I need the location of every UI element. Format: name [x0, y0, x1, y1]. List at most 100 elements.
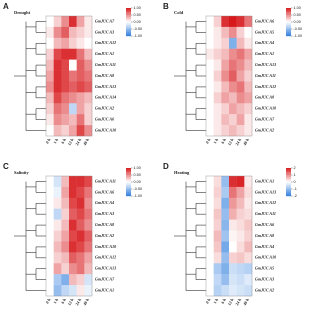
panel-title: Salinity [14, 170, 30, 175]
column-label: 6 h [220, 297, 227, 305]
row-label: GmJUC A4 [255, 40, 274, 45]
heatmap-cell [53, 92, 62, 104]
heatmap-cell [84, 176, 93, 188]
colorbar-tick-label: 1.00 [294, 6, 301, 10]
colorbar-segment [126, 177, 131, 180]
colorbar-segment [126, 23, 131, 25]
row-label: GmJUC A6 [95, 189, 114, 194]
row-label: GmJUC A12 [95, 40, 116, 45]
heatmap-cell [69, 59, 77, 71]
panel: A Drought GmJUC A7 GmJUC A3 GmJUC A12 GmJUC A… [3, 2, 142, 146]
column-label: 24 h [234, 137, 242, 146]
colorbar-segment [286, 20, 291, 23]
heatmap-cell [61, 197, 70, 209]
heatmap-cell [236, 81, 245, 93]
heatmap-cell [84, 274, 93, 286]
heatmap-cell [229, 219, 237, 231]
heatmap-cell [61, 92, 70, 104]
heatmap-cell [229, 114, 237, 126]
heatmap-cell [244, 219, 253, 231]
colorbar-tick-label: -1 [294, 187, 297, 191]
row-label: GmJUC A1 [95, 287, 114, 292]
colorbar-tick-label: 0.00 [134, 20, 141, 24]
colorbar-tick-label: 0.50 [294, 13, 301, 17]
row-label: GmJUC A11 [95, 178, 116, 183]
heatmap-cell [213, 197, 222, 209]
row-label: GmJUC A7 [95, 277, 115, 282]
heatmap-cell [221, 186, 230, 199]
heatmap-cell [69, 81, 77, 93]
heatmap-cell [69, 274, 77, 286]
heatmap-cell [206, 176, 214, 188]
colorbar-segment [126, 10, 131, 13]
heatmap-cell [229, 48, 237, 60]
heatmap-cell [244, 186, 253, 199]
colorbar-segment [126, 194, 131, 197]
colorbar-segment [286, 27, 291, 30]
heatmap-cell [221, 241, 230, 253]
colorbar-segment [126, 15, 131, 17]
heatmap-cell [53, 176, 62, 188]
heatmap-cell [244, 252, 253, 264]
heatmap-cell [229, 274, 237, 286]
heatmap-cell [206, 186, 214, 199]
heatmap-cell [236, 241, 245, 253]
heatmap-cell [46, 176, 54, 188]
heatmap-cell [61, 125, 70, 137]
colorbar-segment [286, 175, 291, 177]
heatmap-cell [221, 81, 230, 93]
heatmap-cell [236, 263, 245, 275]
heatmap-cell [213, 230, 222, 242]
heatmap-cell [244, 70, 253, 82]
heatmap-cell [213, 81, 222, 93]
heatmap-cell [53, 274, 62, 286]
heatmap-cell [84, 285, 93, 297]
heatmap-cell [53, 70, 62, 82]
colorbar-segment [126, 8, 131, 10]
colorbar-segment [286, 184, 291, 187]
row-label: GmJUC A2 [95, 233, 114, 238]
heatmap-cell [221, 197, 230, 209]
panel-title: Drought [14, 10, 31, 15]
colorbar-segment [286, 182, 291, 184]
colorbar-tick-label: 0.50 [134, 13, 141, 17]
heatmap-cell [244, 197, 253, 209]
colorbar-segment [286, 176, 291, 178]
heatmap-cell [244, 16, 253, 28]
colorbar-tick-label: 1.00 [134, 6, 141, 10]
column-label: 6 h [220, 137, 227, 145]
row-label: GmJUC A13 [95, 266, 116, 271]
heatmap-cell [244, 59, 253, 71]
colorbar-segment [126, 183, 131, 185]
column-label: 12 h [67, 137, 75, 146]
colorbar-segment [286, 23, 291, 25]
heatmap-cell [76, 186, 85, 199]
colorbar-segment [126, 190, 131, 192]
colorbar-segment [286, 173, 291, 176]
heatmap-cell [229, 103, 237, 115]
heatmap-cell [46, 241, 54, 253]
row-label: GmJUC A1 [255, 178, 274, 183]
row-label: GmJUC A8 [95, 222, 114, 227]
heatmap-cell [206, 59, 214, 71]
heatmap-cell [61, 26, 70, 39]
panel-title: Cold [174, 10, 184, 15]
heatmap-cell [221, 16, 230, 28]
colorbar-tick-label: -0.50 [134, 27, 143, 31]
colorbar-segment [286, 187, 291, 190]
heatmap-cell [206, 70, 214, 82]
row-label: GmJUC A10 [95, 127, 116, 132]
heatmap-cell [84, 186, 93, 199]
row-label: GmJUC A3 [95, 29, 114, 34]
heatmap-cell [69, 26, 77, 39]
heatmap-cell [76, 241, 85, 253]
column-label: 48 h [242, 137, 250, 146]
column-label: 48 h [82, 137, 90, 146]
heatmap-cell [46, 219, 54, 231]
colorbar-segment [286, 193, 291, 195]
colorbar-tick-label: -1.00 [294, 34, 303, 38]
heatmap-cell [84, 48, 93, 60]
heatmap-cell [236, 208, 245, 220]
column-label: 6 h [60, 137, 67, 145]
heatmap-cell [213, 263, 222, 275]
